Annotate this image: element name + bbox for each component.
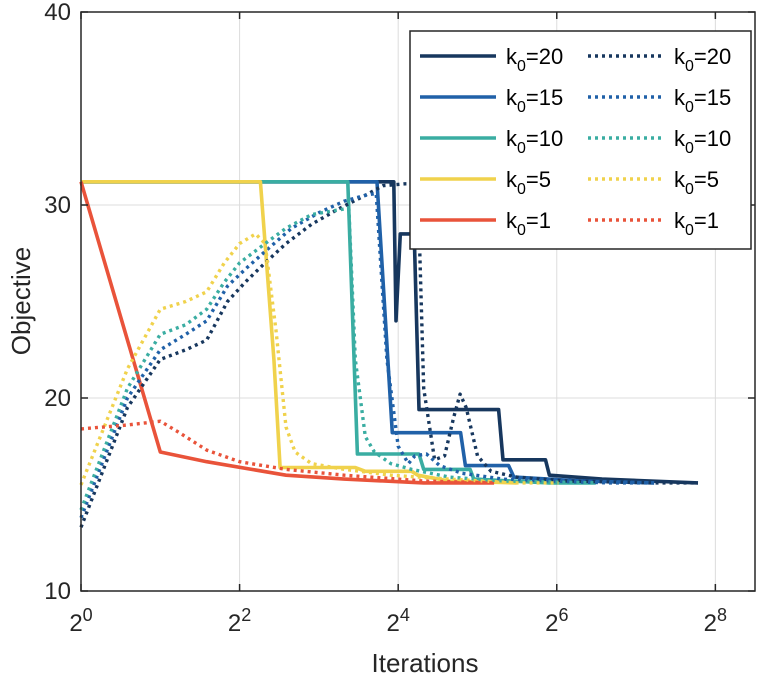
x-tick-label: 24 <box>386 605 409 637</box>
legend-box <box>409 30 752 250</box>
x-tick-label: 22 <box>228 605 251 637</box>
series-line-k0-1-dotted <box>80 419 495 485</box>
y-tick-label: 20 <box>44 385 71 412</box>
x-tick-label: 28 <box>704 605 727 637</box>
legend-label: k0=15 <box>506 85 563 116</box>
x-tick-label: 26 <box>545 605 568 637</box>
legend-label: k0=1 <box>506 208 551 239</box>
series-line-k0-1-solid <box>79 181 495 485</box>
legend-label: k0=1 <box>674 208 719 239</box>
legend-label: k0=10 <box>674 126 731 157</box>
legend-label: k0=20 <box>506 44 563 75</box>
legend: k0=20 k0=15 k0=10 k0=5 k0=1 k0=20 k0=15 k0=10 k0… <box>409 30 752 250</box>
y-tick-label: 40 <box>44 0 71 26</box>
y-tick-label: 10 <box>44 578 71 605</box>
y-tick-label: 30 <box>44 192 71 219</box>
series-layer <box>79 180 699 528</box>
series-line-k0-20-dotted <box>79 182 698 528</box>
legend-label: k0=5 <box>506 167 551 198</box>
y-axis-label: Objective <box>6 247 36 355</box>
legend-label: k0=5 <box>674 167 719 198</box>
series-line-k0-20-solid <box>81 180 699 485</box>
legend-label: k0=20 <box>674 44 731 75</box>
plot-box <box>80 11 756 592</box>
x-tick-label: 20 <box>69 605 92 637</box>
x-axis-label: Iterations <box>372 648 479 678</box>
legend-label: k0=10 <box>506 126 563 157</box>
legend-label: k0=15 <box>674 85 731 116</box>
series-line-k0-10-dotted <box>79 207 596 511</box>
